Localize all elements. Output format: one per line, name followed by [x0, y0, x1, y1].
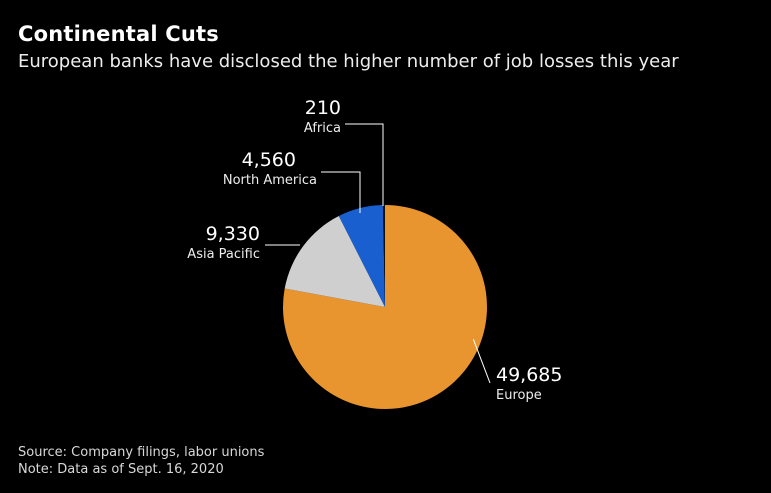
source-note: Source: Company filings, labor unions [18, 445, 265, 460]
category-label-europe: Europe [496, 388, 542, 403]
pie-slice-africa [382, 205, 385, 307]
value-label-north-america: 4,560 [242, 149, 296, 171]
leader-line-north-america [321, 171, 361, 213]
chart-title: Continental Cuts [18, 22, 219, 46]
chart-subtitle: European banks have disclosed the higher… [18, 51, 679, 72]
leader-line-africa [345, 123, 384, 206]
category-label-north-america: North America [223, 173, 317, 188]
value-label-asia-pacific: 9,330 [206, 223, 260, 245]
value-label-africa: 210 [305, 97, 341, 119]
value-label-europe: 49,685 [496, 364, 562, 386]
data-date-note: Note: Data as of Sept. 16, 2020 [18, 462, 224, 477]
category-label-asia-pacific: Asia Pacific [187, 247, 260, 262]
leader-line-europe [472, 338, 491, 384]
pie-slice-asia-pacific [284, 216, 385, 307]
pie-slice-north-america [338, 205, 385, 307]
category-label-africa: Africa [304, 121, 341, 136]
pie-slice-europe [283, 205, 488, 410]
